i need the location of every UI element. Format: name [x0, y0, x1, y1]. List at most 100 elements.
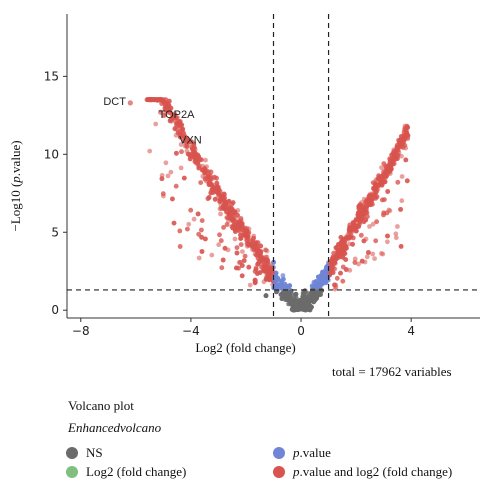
data-point — [258, 243, 264, 249]
data-point — [178, 165, 184, 171]
data-point — [251, 235, 256, 241]
legend-label-both: .value and log2 (fold change) — [299, 464, 453, 479]
data-point — [394, 144, 400, 150]
data-point — [290, 306, 295, 312]
data-point — [366, 195, 372, 201]
data-point — [340, 278, 346, 284]
data-point — [199, 249, 205, 254]
data-point — [198, 180, 204, 186]
data-point — [226, 198, 232, 204]
data-point — [153, 121, 159, 127]
data-point — [232, 210, 238, 215]
data-point — [275, 276, 281, 281]
data-point — [380, 197, 385, 203]
data-point — [177, 228, 183, 234]
data-point — [173, 183, 179, 189]
legend-dot-log2 — [66, 466, 78, 478]
data-point — [206, 182, 212, 188]
data-point — [191, 216, 197, 222]
data-point — [393, 235, 399, 241]
data-point — [311, 299, 317, 305]
data-point — [174, 150, 179, 156]
data-point — [159, 176, 165, 182]
data-point — [393, 231, 399, 237]
data-point — [398, 144, 404, 149]
data-point — [208, 190, 214, 196]
data-point — [398, 207, 403, 212]
data-point — [209, 252, 215, 258]
data-point — [361, 219, 367, 225]
data-point — [220, 257, 226, 263]
data-point — [375, 182, 380, 188]
data-point — [257, 270, 263, 275]
data-point — [281, 293, 287, 298]
data-point — [397, 138, 403, 144]
gene-label-vxn: VXN — [179, 134, 202, 146]
legend-item-pvalue: p .value — [273, 445, 331, 461]
data-point — [166, 102, 172, 108]
data-point — [352, 256, 358, 262]
data-point — [393, 156, 398, 162]
legend-dot-pvalue — [273, 447, 285, 459]
labeled-point-vxn — [174, 126, 180, 132]
data-point — [216, 242, 222, 248]
data-point — [398, 244, 404, 249]
legend-label-pvalue-italic: p — [293, 445, 300, 460]
data-point — [165, 173, 171, 179]
data-point — [191, 149, 197, 155]
data-point — [247, 282, 253, 288]
data-point — [199, 227, 204, 233]
data-point — [266, 277, 272, 283]
data-point — [393, 148, 398, 154]
data-point — [352, 260, 358, 265]
gene-label-top2a: TOP2A — [159, 109, 196, 121]
data-point — [181, 130, 187, 136]
data-point — [254, 252, 259, 258]
data-point — [214, 175, 220, 181]
data-point — [184, 137, 190, 142]
data-point — [385, 239, 390, 245]
data-point — [165, 108, 171, 113]
data-point — [370, 221, 376, 227]
data-point — [199, 167, 205, 173]
data-point — [180, 126, 186, 132]
data-point — [362, 205, 367, 211]
data-point — [240, 249, 245, 255]
labeled-point-dct — [127, 100, 133, 106]
data-point — [302, 288, 308, 294]
data-point — [168, 169, 174, 175]
data-point — [380, 251, 386, 257]
data-point — [222, 206, 228, 212]
data-point — [181, 175, 187, 181]
data-point — [385, 233, 390, 239]
data-point — [188, 139, 194, 145]
data-point — [158, 97, 164, 103]
data-point — [255, 261, 261, 267]
data-point — [147, 97, 153, 103]
legend-label-both-italic: p — [293, 464, 300, 479]
data-point — [270, 269, 276, 275]
data-point — [395, 224, 400, 229]
data-point — [362, 210, 368, 216]
data-point — [356, 224, 362, 229]
data-point — [212, 196, 218, 202]
data-point — [203, 157, 208, 163]
data-point — [170, 196, 175, 202]
data-point — [343, 267, 349, 272]
data-point — [312, 293, 318, 299]
data-point — [322, 273, 328, 279]
data-point — [338, 235, 344, 240]
data-point — [382, 179, 388, 185]
total-variables-caption: total = 17962 variables — [332, 364, 452, 379]
data-point — [259, 255, 264, 260]
data-point — [342, 237, 348, 243]
data-point — [356, 217, 361, 223]
x-tick-label: −8 — [72, 324, 90, 338]
legend-label-pvalue: .value — [299, 445, 331, 460]
data-point — [188, 207, 194, 213]
data-point — [361, 238, 367, 244]
data-point — [218, 238, 224, 244]
data-point — [186, 221, 192, 227]
data-point — [289, 301, 295, 307]
data-point — [334, 275, 340, 281]
